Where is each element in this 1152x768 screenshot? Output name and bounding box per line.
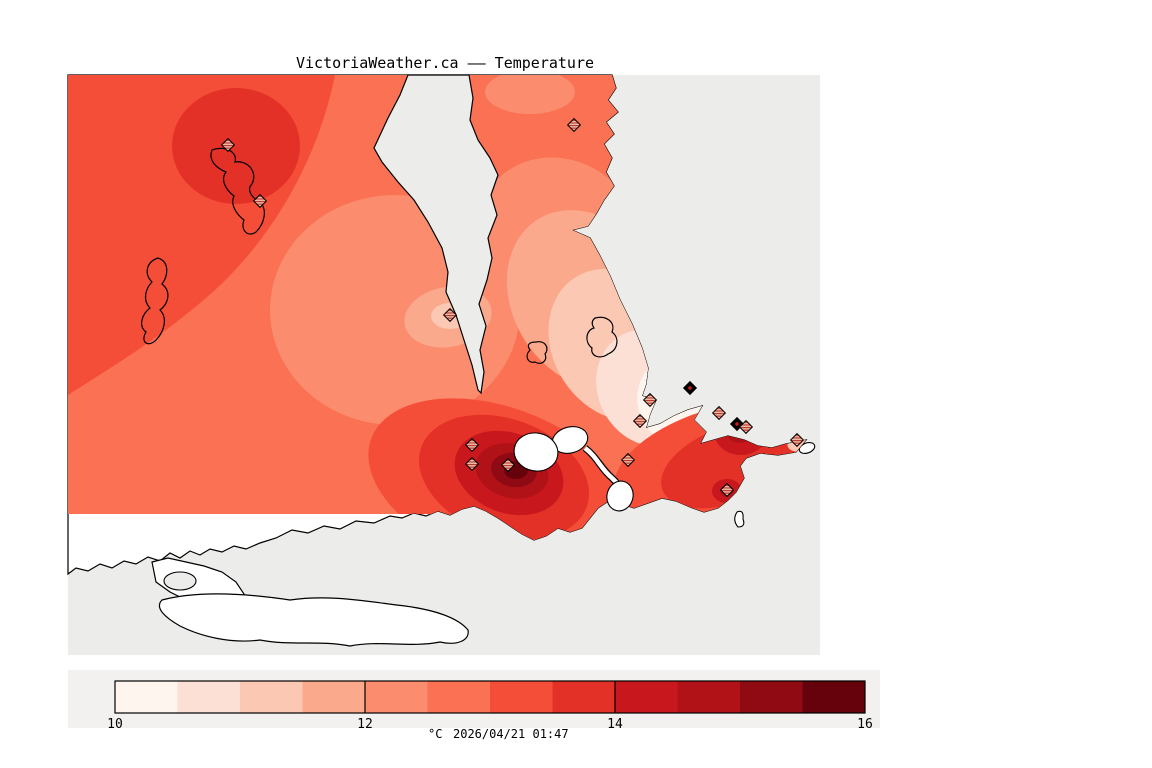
colorbar-tick-label: 10 (107, 717, 123, 732)
colorbar-segment (177, 681, 241, 713)
colorbar-tick-label: 14 (607, 717, 623, 732)
colorbar-segment (240, 681, 303, 713)
lake-outline-prospect (526, 341, 548, 364)
colorbar (115, 681, 866, 713)
colorbar-segment (615, 681, 678, 713)
station-marker (220, 137, 236, 153)
east-sooke-coastline (158, 593, 469, 647)
station-marker (682, 380, 698, 396)
colorbar-frame (114, 680, 866, 714)
colorbar-segment (490, 681, 553, 713)
band-peninsula-top (485, 75, 575, 114)
esquimalt-harbour-water (513, 432, 559, 472)
station-marker (711, 405, 727, 421)
victoria-harbour-water (606, 480, 634, 512)
colorbar-segment (115, 681, 178, 713)
page-title: VictoriaWeather.ca —— Temperature (296, 54, 594, 72)
station-marker (789, 432, 805, 448)
sooke-harbour-water (163, 571, 197, 591)
station-marker (442, 307, 458, 323)
colorbar-segment (365, 681, 428, 713)
station-marker (632, 413, 648, 429)
timestamp-label: 2026/04/21 01:47 (453, 727, 569, 741)
colorbar-caption: °C 2026/04/21 01:47 (428, 727, 569, 741)
station-marker (464, 437, 480, 453)
colorbar-segment (802, 681, 866, 713)
trial-island-coastline (734, 510, 745, 528)
station-marker (642, 392, 658, 408)
lakes (141, 147, 618, 364)
station-marker (738, 419, 754, 435)
station-markers (220, 117, 805, 498)
lake-outline-shawnigan (210, 147, 265, 235)
victoria-inland-waters (513, 426, 634, 512)
colorbar-tick-label: 12 (357, 717, 373, 732)
station-marker (620, 452, 636, 468)
band-hot-northwest (172, 88, 300, 204)
saanich-inlet-water (373, 74, 499, 395)
islet-coastline (798, 442, 816, 454)
colorbar-segment (427, 681, 491, 713)
colorbar-segment (677, 681, 741, 713)
lake-outline-sooke (141, 257, 169, 345)
unit-label: °C (428, 727, 442, 741)
colorbar-segment (552, 681, 616, 713)
station-marker (252, 193, 268, 209)
colorbar-segment (302, 681, 366, 713)
station-marker (464, 456, 480, 472)
colorbar-ticks: 10 12 14 16 (107, 681, 873, 732)
lake-outline-elk (586, 316, 618, 358)
station-marker (719, 482, 735, 498)
colorbar-segment (740, 681, 803, 713)
station-marker (500, 457, 516, 473)
station-marker (566, 117, 582, 133)
colorbar-tick-label: 16 (857, 717, 873, 732)
